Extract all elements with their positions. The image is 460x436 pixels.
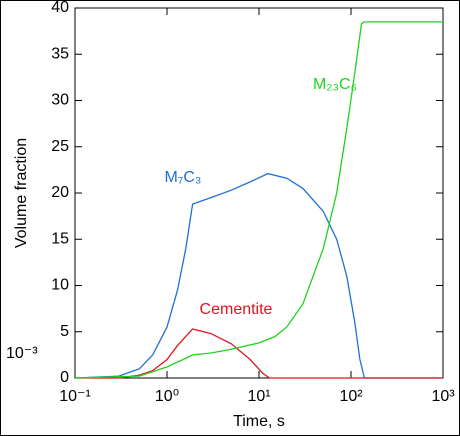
x-tick-label: 10³ <box>431 388 455 405</box>
y-tick-label: 25 <box>51 138 69 155</box>
y-tick-label: 35 <box>51 45 69 62</box>
y-tick-label: 15 <box>51 230 69 247</box>
y-axis-label: Volume fraction <box>13 138 30 248</box>
x-tick-label: 10² <box>339 388 363 405</box>
x-tick-label: 10⁻¹ <box>59 388 91 405</box>
y-tick-label: 10 <box>51 277 69 294</box>
x-tick-label: 10¹ <box>247 388 270 405</box>
y-tick-label: 0 <box>60 369 69 386</box>
plot-frame <box>74 7 444 379</box>
series-label: Cementite <box>200 301 273 318</box>
y-tick-label: 20 <box>51 184 69 201</box>
x-tick-label: 10⁰ <box>155 388 179 405</box>
series-line <box>74 172 443 379</box>
y-tick-label: 30 <box>51 92 69 109</box>
x-axis-label: Time, s <box>233 413 285 430</box>
series-line <box>74 21 443 379</box>
y-tick-label: 5 <box>60 323 69 340</box>
series-line <box>75 328 443 379</box>
unit-annotation: 10⁻³ <box>6 345 38 362</box>
series-label: M₇C₃ <box>165 169 202 186</box>
y-tick-label: 40 <box>51 0 69 16</box>
series-label: M₂₃C₆ <box>313 76 357 93</box>
